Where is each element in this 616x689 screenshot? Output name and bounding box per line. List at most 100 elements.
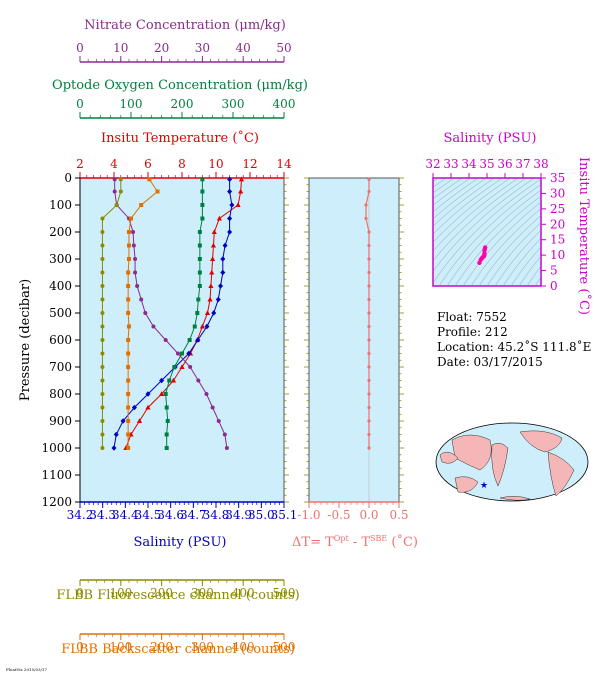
- salinity-point: [195, 337, 201, 343]
- backscatter-tick-label: 100: [109, 640, 132, 654]
- oxygen-point: [196, 297, 201, 302]
- backscatter-point: [126, 257, 131, 261]
- delta-t-point: [364, 216, 368, 221]
- delta-t-point: [367, 324, 371, 329]
- map-landmass: [451, 434, 492, 471]
- nitrate-point: [131, 243, 136, 248]
- fluorescence-point: [100, 419, 105, 423]
- salinity-point: [227, 215, 233, 222]
- date: Date: 03/17/2015: [437, 355, 543, 369]
- ts-point: [482, 248, 487, 253]
- ts-density-contour: [470, 208, 541, 286]
- pressure-tick-label: 600: [49, 333, 72, 347]
- ts-density-contour: [534, 276, 541, 286]
- profile-number: Profile: 212: [437, 325, 508, 339]
- salinity-tick-label: 35.1: [271, 508, 298, 522]
- salinity-point: [218, 283, 224, 289]
- fluorescence-tick-label: 500: [273, 586, 296, 600]
- fluorescence-point: [100, 432, 105, 437]
- backscatter-point: [129, 216, 133, 221]
- ts-point: [477, 260, 482, 266]
- location-map: ★: [435, 422, 589, 502]
- pressure-tick-label: 800: [49, 387, 72, 401]
- salinity-axis-label: Salinity (PSU): [134, 535, 227, 550]
- ts-temperature-axis-label: Insitu Temperature (˚C): [576, 157, 592, 315]
- backscatter-point: [139, 203, 144, 207]
- delta-t-point: [367, 378, 371, 383]
- fluorescence-tick-label: 400: [232, 586, 255, 600]
- fluorescence-tick-label: 0: [76, 586, 84, 600]
- delta-t-point: [367, 297, 371, 302]
- ts-salinity-tick-label: 34: [461, 157, 477, 171]
- oxygen-point: [164, 405, 169, 410]
- fluorescence-point: [100, 324, 105, 329]
- ts-salinity-tick-label: 38: [533, 157, 548, 171]
- backscatter-axis-label: FLBB Backscatter channel (counts): [61, 642, 295, 657]
- salinity-tick-label: 34.6: [157, 508, 184, 522]
- ts-temperature-tick-label: 20: [550, 217, 565, 231]
- fluorescence-tick-label: 200: [150, 586, 173, 600]
- fluorescence-point: [100, 446, 105, 450]
- oxygen-tick-label: 0: [76, 97, 84, 111]
- oxygen-point: [197, 230, 202, 234]
- ts-density-contour: [433, 178, 519, 252]
- salinity-point: [222, 242, 228, 249]
- delta-t-point: [367, 189, 371, 194]
- backscatter-point: [147, 177, 152, 182]
- salinity-tick-label: 35.0: [248, 508, 275, 522]
- salinity-point: [131, 404, 137, 411]
- delta-t-point: [367, 338, 371, 342]
- nitrate-tick-label: 10: [113, 41, 128, 55]
- ts-density-contour: [438, 184, 541, 286]
- nitrate-point: [133, 257, 138, 261]
- temperature-tick-label: 6: [144, 157, 152, 171]
- backscatter-point: [126, 432, 131, 437]
- salinity-point: [186, 350, 192, 357]
- fluorescence-point: [100, 297, 105, 302]
- pressure-tick-label: 400: [49, 279, 72, 293]
- delta-t-point: [367, 365, 371, 369]
- ts-density-contour: [433, 178, 495, 227]
- backscatter-point: [126, 351, 131, 356]
- temperature-tick-label: 10: [208, 157, 223, 171]
- temperature-point: [207, 296, 213, 302]
- temperature-point: [211, 229, 217, 234]
- fluorescence-point: [100, 257, 105, 261]
- map-landmass: [454, 476, 479, 493]
- ts-density-contour: [433, 178, 535, 272]
- backscatter-point: [126, 392, 131, 396]
- float-location-marker: ★: [480, 481, 488, 491]
- backscatter-point: [126, 230, 131, 234]
- salinity-point: [229, 202, 235, 208]
- ts-density-contours: [433, 178, 541, 286]
- temperature-point: [159, 391, 165, 396]
- backscatter-tick-label: 400: [232, 640, 255, 654]
- ts-density-contour: [494, 229, 541, 286]
- backscatter-tick-label: 500: [273, 640, 296, 654]
- nitrate-point: [133, 270, 138, 275]
- temperature-point: [216, 215, 222, 221]
- pressure-tick-label: 300: [49, 252, 72, 266]
- fluorescence-tick-label: 100: [109, 586, 132, 600]
- temperature-point: [210, 256, 216, 261]
- delta-t-point: [367, 270, 371, 275]
- pressure-tick-label: 0: [64, 171, 72, 185]
- ts-density-contour: [526, 265, 541, 286]
- pressure-tick-label: 700: [49, 360, 72, 374]
- ts-temperature-tick-label: 10: [550, 248, 565, 262]
- oxygen-tick-label: 200: [171, 97, 194, 111]
- backscatter-tick-label: 200: [150, 640, 173, 654]
- temperature-point: [204, 310, 211, 315]
- nitrate-point: [210, 405, 215, 410]
- backscatter-tick-label: 300: [191, 640, 214, 654]
- backscatter-point: [126, 378, 131, 383]
- salinity-point: [111, 445, 117, 451]
- salinity-tick-label: 34.4: [112, 508, 139, 522]
- salinity-point: [159, 377, 165, 384]
- oxygen-point: [197, 270, 202, 275]
- ts-salinity-tick-label: 36: [497, 157, 512, 171]
- nitrate-point: [222, 432, 227, 437]
- ts-density-contour: [433, 178, 511, 243]
- nitrate-point: [135, 284, 140, 288]
- backscatter-point: [126, 284, 131, 288]
